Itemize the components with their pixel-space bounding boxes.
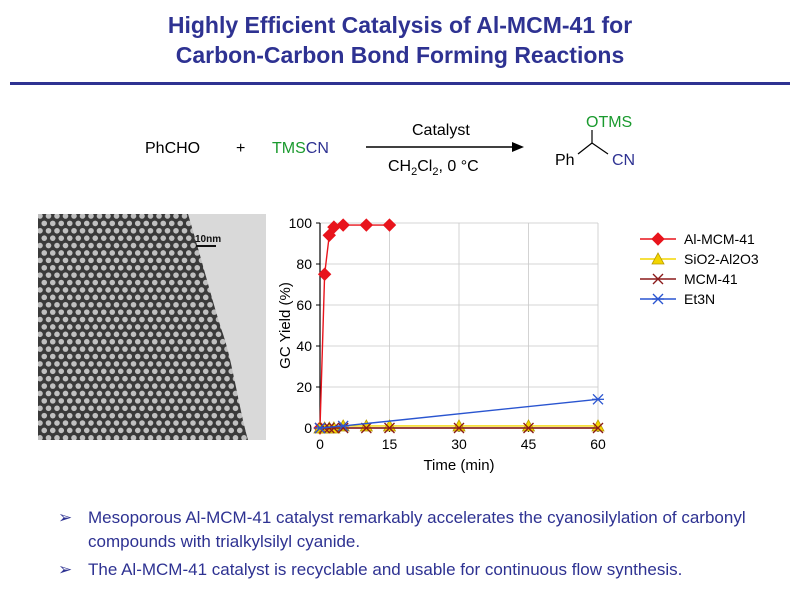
product-bonds — [577, 130, 609, 155]
y-tick-label: 100 — [289, 215, 313, 231]
gc-yield-chart: 0 20 40 60 80 100 0 15 30 45 60 Al-MCM-41 SiO2-Al2O… — [277, 215, 759, 474]
data-point-mcm-41 — [523, 422, 534, 434]
series-et3n — [314, 393, 604, 434]
y-tick-label: 40 — [296, 338, 312, 354]
bullet-text-2: The Al-MCM-41 catalyst is recyclable and… — [88, 560, 683, 579]
catalyst-label: Catalyst — [412, 122, 470, 139]
y-tick-label: 20 — [296, 379, 312, 395]
cn-text: CN — [305, 140, 329, 157]
legend-label-mcm-41: MCM-41 — [684, 271, 738, 287]
x-tick-label: 45 — [521, 436, 537, 452]
summary-bullets: ➢ Mesoporous Al-MCM-41 catalyst remarkab… — [58, 506, 778, 582]
data-point-mcm-41 — [453, 422, 465, 434]
legend-marker-sio2-al2o3 — [651, 252, 665, 265]
data-point-mcm-41 — [592, 422, 604, 434]
legend-label-al-mcm-41: Al-MCM-41 — [684, 231, 755, 247]
x-tick-label: 30 — [451, 436, 467, 452]
plus-sign: + — [236, 140, 246, 157]
data-point-mcm-41 — [323, 422, 335, 434]
series-line-al-mcm-41 — [319, 224, 390, 429]
data-point-al-mcm-41 — [359, 218, 374, 232]
data-point-et3n — [337, 420, 350, 432]
reaction-arrow — [366, 142, 524, 152]
reactant-tmscn: TMSCN — [272, 140, 329, 158]
y-tick-label: 0 — [304, 420, 312, 436]
data-point-al-mcm-41 — [382, 218, 397, 232]
data-point-mcm-41 — [328, 422, 340, 434]
series-sio2-al2o3 — [313, 419, 605, 434]
reactant-phcho: PhCHO — [145, 140, 201, 157]
product-cn: CN — [612, 152, 636, 169]
bullet-item-1: ➢ Mesoporous Al-MCM-41 catalyst remarkab… — [58, 506, 778, 554]
x-tick-label: 60 — [590, 436, 606, 452]
sample-edge-region — [188, 214, 266, 440]
data-point-et3n — [314, 422, 326, 434]
data-point-al-mcm-41 — [322, 228, 336, 243]
title-divider — [10, 82, 790, 85]
page-title-line-1: Highly Efficient Catalysis of Al-MCM-41 … — [167, 12, 633, 38]
tms-text: TMS — [272, 140, 306, 157]
legend-label-et3n: Et3N — [684, 291, 715, 307]
product-otms: OTMS — [586, 114, 632, 132]
x-tick-label: 15 — [382, 436, 398, 452]
y-tick-label: 80 — [296, 256, 312, 272]
data-point-mcm-41 — [360, 422, 372, 434]
legend-label-sio2-al2o3: SiO2-Al2O3 — [684, 251, 759, 267]
tem-micrograph — [38, 214, 266, 440]
series-al-mcm-41 — [313, 218, 397, 435]
bullet-arrow-icon: ➢ — [58, 560, 73, 579]
y-axis-label: GC Yield (%) — [277, 282, 294, 369]
otms-text: OTMS — [586, 114, 633, 131]
data-point-al-mcm-41 — [317, 267, 332, 281]
data-point-et3n — [592, 393, 604, 405]
conditions-label: CH2Cl2, 0 °C — [388, 158, 479, 179]
data-point-mcm-41 — [337, 422, 349, 434]
scale-bar-label: 10nm — [195, 234, 222, 245]
page-title-line-2: Carbon-Carbon Bond Forming Reactions — [175, 42, 625, 68]
data-point-mcm-41 — [384, 422, 395, 434]
scale-bar — [196, 245, 216, 247]
bullet-item-2: ➢ The Al-MCM-41 catalyst is recyclable a… — [58, 558, 778, 582]
legend-marker-al-mcm-41 — [651, 232, 665, 246]
legend-marker-et3n — [652, 293, 664, 305]
x-tick-label: 0 — [316, 436, 324, 452]
data-point-al-mcm-41 — [336, 218, 350, 232]
bullet-text-1: Mesoporous Al-MCM-41 catalyst remarkably… — [88, 508, 746, 551]
y-tick-label: 60 — [296, 297, 312, 313]
bullet-arrow-icon: ➢ — [58, 508, 73, 527]
legend-marker-mcm-41 — [652, 273, 664, 285]
x-axis-label: Time (min) — [423, 457, 494, 474]
product-ph: Ph — [555, 152, 575, 169]
